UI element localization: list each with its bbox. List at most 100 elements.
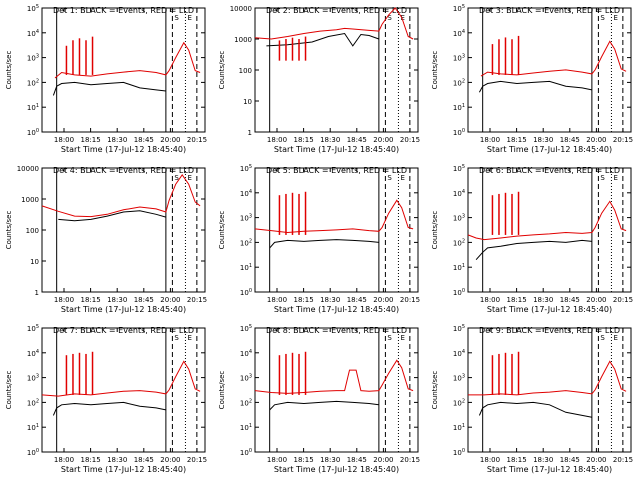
y-tick-label: 100 bbox=[453, 128, 465, 137]
x-tick-label: 18:00 bbox=[480, 296, 500, 304]
x-tick-label: 18:15 bbox=[507, 456, 527, 464]
y-tick-label: 105 bbox=[27, 324, 39, 333]
x-tick-label: 20:00 bbox=[586, 456, 606, 464]
y-axis-label: Counts/sec bbox=[5, 371, 13, 410]
detector-panel-9: Det 9: BLACK = Events, RED = LLD 100 101 10… bbox=[431, 324, 633, 474]
x-axis-label: Start Time (17-Jul-12 18:45:40) bbox=[61, 465, 186, 474]
detector-panel-6: Det 6: BLACK = Events, RED = LLD 100 101 10… bbox=[431, 164, 633, 314]
y-tick-label: 102 bbox=[453, 78, 465, 87]
y-tick-label: 101 bbox=[240, 263, 252, 272]
y-tick-label: 101 bbox=[27, 423, 39, 432]
x-tick-label: 18:45 bbox=[347, 296, 367, 304]
x-tick-label: 18:15 bbox=[81, 456, 101, 464]
x-tick-label: 18:45 bbox=[134, 456, 154, 464]
x-tick-label: 18:30 bbox=[320, 456, 340, 464]
panel-title: Det 7: BLACK = Events, RED = LLD bbox=[53, 326, 194, 335]
x-axis-label: Start Time (17-Jul-12 18:45:40) bbox=[487, 145, 612, 154]
start-marker-label: S bbox=[174, 334, 179, 342]
y-tick-label: 100 bbox=[453, 448, 465, 457]
x-tick-label: 18:15 bbox=[507, 296, 527, 304]
events-series-line bbox=[266, 32, 380, 47]
panel-title: Det 3: BLACK = Events, RED = LLD bbox=[479, 6, 620, 15]
y-tick-label: 1000 bbox=[234, 36, 252, 44]
end-marker-label: E bbox=[613, 14, 617, 22]
y-tick-label: 102 bbox=[453, 238, 465, 247]
plot-frame bbox=[41, 7, 206, 133]
panel-title: Det 2: BLACK = Events, RED = LLD bbox=[266, 6, 407, 15]
panel-title: Det 1: BLACK = Events, RED = LLD bbox=[53, 6, 194, 15]
x-tick-label: 20:15 bbox=[187, 456, 207, 464]
start-marker-label: S bbox=[174, 174, 179, 182]
detector-panel-5: Det 5: BLACK = Events, RED = LLD 100 101 10… bbox=[218, 164, 420, 314]
start-marker-label: S bbox=[600, 334, 605, 342]
events-series-line bbox=[478, 80, 593, 93]
panel-title: Det 4: BLACK = Events, RED = LLD bbox=[53, 166, 194, 175]
y-tick-label: 103 bbox=[240, 214, 252, 223]
y-tick-label: 104 bbox=[453, 29, 465, 38]
y-tick-label: 100 bbox=[453, 288, 465, 297]
y-tick-label: 100 bbox=[239, 67, 252, 75]
x-tick-label: 18:30 bbox=[320, 296, 340, 304]
y-tick-label: 102 bbox=[27, 398, 39, 407]
x-tick-label: 20:15 bbox=[613, 456, 633, 464]
end-marker-label: E bbox=[187, 174, 191, 182]
x-tick-label: 20:00 bbox=[160, 456, 180, 464]
y-axis-label: Counts/sec bbox=[5, 211, 13, 250]
x-axis-label: Start Time (17-Jul-12 18:45:40) bbox=[274, 145, 399, 154]
x-tick-label: 18:45 bbox=[560, 296, 580, 304]
x-tick-label: 18:30 bbox=[533, 296, 553, 304]
y-tick-label: 103 bbox=[453, 214, 465, 223]
x-tick-label: 18:30 bbox=[107, 136, 127, 144]
x-tick-label: 20:00 bbox=[586, 296, 606, 304]
x-tick-label: 18:30 bbox=[107, 456, 127, 464]
y-tick-label: 10000 bbox=[230, 5, 252, 13]
events-series-line bbox=[269, 239, 379, 249]
y-tick-label: 1 bbox=[248, 129, 252, 137]
y-tick-label: 103 bbox=[453, 54, 465, 63]
plot-frame bbox=[467, 167, 632, 293]
panel-title: Det 9: BLACK = Events, RED = LLD bbox=[479, 326, 620, 335]
y-tick-label: 10 bbox=[243, 98, 252, 106]
x-tick-label: 18:00 bbox=[480, 136, 500, 144]
y-tick-label: 104 bbox=[27, 349, 39, 358]
start-marker-label: S bbox=[600, 14, 605, 22]
x-tick-label: 18:45 bbox=[347, 456, 367, 464]
plot-frame bbox=[467, 7, 632, 133]
y-tick-label: 100 bbox=[27, 448, 39, 457]
x-tick-label: 20:00 bbox=[160, 296, 180, 304]
y-tick-label: 100 bbox=[240, 288, 252, 297]
y-tick-label: 101 bbox=[240, 423, 252, 432]
x-tick-label: 18:00 bbox=[480, 456, 500, 464]
x-axis-label: Start Time (17-Jul-12 18:45:40) bbox=[61, 305, 186, 314]
x-axis-label: Start Time (17-Jul-12 18:45:40) bbox=[61, 145, 186, 154]
y-tick-label: 1 bbox=[35, 289, 39, 297]
plot-frame bbox=[254, 7, 419, 133]
panel-title: Det 8: BLACK = Events, RED = LLD bbox=[266, 326, 407, 335]
detector-panel-3: Det 3: BLACK = Events, RED = LLD 100 101 10… bbox=[431, 4, 633, 154]
x-axis-label: Start Time (17-Jul-12 18:45:40) bbox=[274, 465, 399, 474]
y-tick-label: 102 bbox=[27, 78, 39, 87]
y-tick-label: 105 bbox=[240, 164, 252, 173]
lld-series-line bbox=[41, 174, 201, 218]
y-axis-label: Counts/sec bbox=[431, 371, 439, 410]
x-tick-label: 18:45 bbox=[134, 296, 154, 304]
x-tick-label: 20:15 bbox=[400, 136, 420, 144]
y-axis-label: Counts/sec bbox=[218, 371, 226, 410]
y-tick-label: 105 bbox=[240, 324, 252, 333]
y-tick-label: 10 bbox=[30, 258, 39, 266]
plot-frame bbox=[254, 167, 419, 293]
start-marker-label: S bbox=[387, 174, 392, 182]
end-marker-label: E bbox=[187, 334, 191, 342]
x-tick-label: 18:30 bbox=[320, 136, 340, 144]
y-tick-label: 103 bbox=[240, 374, 252, 383]
y-tick-label: 104 bbox=[453, 189, 465, 198]
y-axis-label: Counts/sec bbox=[431, 211, 439, 250]
y-tick-label: 105 bbox=[453, 324, 465, 333]
y-tick-label: 100 bbox=[27, 128, 39, 137]
end-marker-label: E bbox=[400, 174, 404, 182]
x-tick-label: 18:45 bbox=[134, 136, 154, 144]
end-marker-label: E bbox=[613, 334, 617, 342]
end-marker-label: E bbox=[187, 14, 191, 22]
x-tick-label: 20:00 bbox=[373, 456, 393, 464]
